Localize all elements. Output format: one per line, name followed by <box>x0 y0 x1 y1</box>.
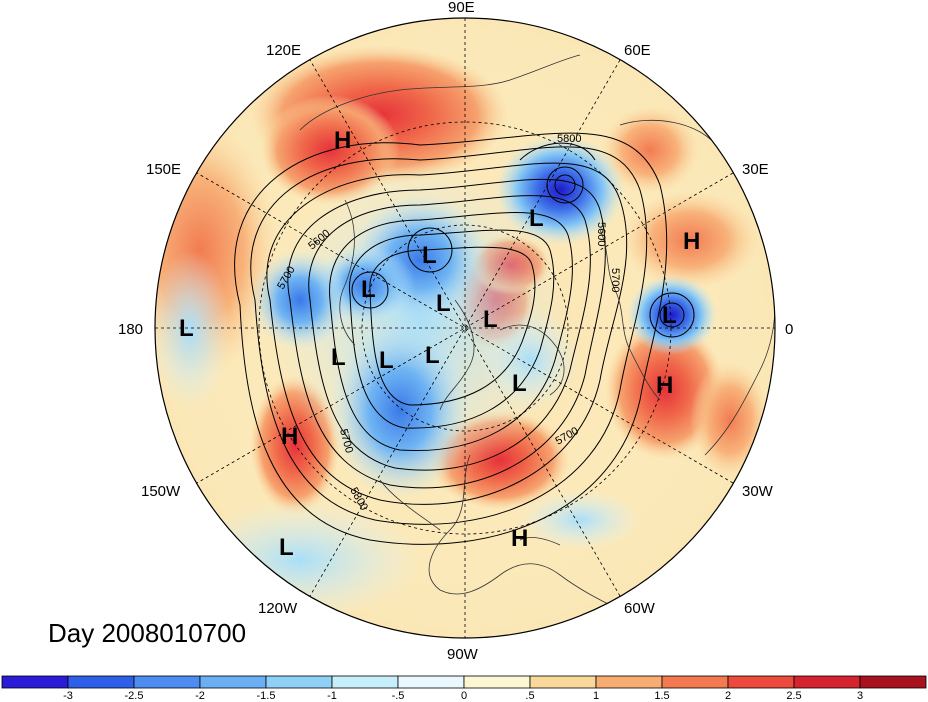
contour-label-5600-b: 5600 <box>595 222 607 246</box>
colorbar-tick-label: 3 <box>857 690 863 702</box>
pressure-center-high-subtropical-atlantic: H <box>656 372 673 399</box>
lon-label-60e: 60E <box>624 42 651 59</box>
lon-label-60w: 60W <box>624 600 656 617</box>
coastlines <box>299 54 775 611</box>
colorbar: -3 -2.5 -2 -1.5 -1 -.5 0 .5 1 1.5 2 2.5 3 <box>1 675 927 702</box>
colorbar-swatch <box>397 675 465 689</box>
pressure-center-low-east-siberia: L <box>436 290 451 317</box>
colorbar-tick-label: 1.5 <box>654 690 669 702</box>
pressure-center-high-caribbean: H <box>511 525 528 552</box>
colorbar-swatch <box>133 675 201 689</box>
colorbar-swatch <box>199 675 267 689</box>
pressure-center-low-scandinavia: L <box>529 205 544 232</box>
pressure-center-high-siberia: H <box>334 127 351 154</box>
pressure-center-low-kara: L <box>361 276 376 303</box>
pressure-center-low-europe: L <box>662 302 677 329</box>
lon-label-150w: 150W <box>141 483 181 500</box>
colorbar-tick-label: -2 <box>195 690 205 702</box>
lon-label-120w: 120W <box>258 600 298 617</box>
colorbar-swatch <box>595 675 663 689</box>
colorbar-tick-label: 1 <box>593 690 599 702</box>
lon-label-120e: 120E <box>266 42 301 59</box>
colorbar-swatch <box>529 675 597 689</box>
colorbar-swatch <box>265 675 333 689</box>
colorbar-tick-label: -2.5 <box>125 690 144 702</box>
colorbar-swatch <box>661 675 729 689</box>
colorbar-tick-label: -1 <box>327 690 337 702</box>
pressure-center-low-barents-east: L <box>422 242 437 269</box>
graticule <box>155 18 775 638</box>
pressure-center-low-dateline: L <box>179 315 194 342</box>
colorbar-swatch <box>859 675 927 689</box>
lon-label-30w: 30W <box>742 483 774 500</box>
colorbar-swatch <box>1 675 69 689</box>
pressure-centers: H L L H L H L L L L L L L L H L H <box>179 127 700 561</box>
colorbar-tick-label: -.5 <box>392 690 405 702</box>
pressure-center-low-subtropical-pacific: L <box>279 534 294 561</box>
colorbar-swatch <box>331 675 399 689</box>
colorbar-tick-label: 2.5 <box>786 690 801 702</box>
pressure-center-low-pacific-north: L <box>512 370 527 397</box>
lon-label-150e: 150E <box>146 161 181 178</box>
colorbar-swatch <box>727 675 795 689</box>
lon-label-90w: 90W <box>447 646 479 663</box>
colorbar-tick-label: -1.5 <box>257 690 276 702</box>
lon-label-90e: 90E <box>448 0 475 16</box>
colorbar-swatch <box>463 675 531 689</box>
pressure-center-low-arctic-2: L <box>331 344 346 371</box>
colorbar-tick-label: 2 <box>725 690 731 702</box>
lon-label-180: 180 <box>118 321 143 338</box>
contour-label-5800-a: 5800 <box>557 133 581 145</box>
colorbar-swatch <box>793 675 861 689</box>
colorbar-tick-label: .5 <box>525 690 534 702</box>
pressure-center-low-canada-1: L <box>379 347 394 374</box>
pressure-center-low-canada-2: L <box>425 342 440 369</box>
lon-label-30e: 30E <box>742 161 769 178</box>
map-title: Day 2008010700 <box>48 618 247 648</box>
contour-label-5700-b: 5700 <box>609 268 621 292</box>
colorbar-swatch <box>67 675 135 689</box>
longitude-labels: 90E 60E 30E 0 30W 60W 90W 120W 150W 180 … <box>118 0 793 663</box>
map-boundary <box>154 17 776 639</box>
colorbar-tick-label: 0 <box>461 690 467 702</box>
colorbar-tick-label: -3 <box>63 690 73 702</box>
pressure-center-low-arctic-1: L <box>483 306 498 333</box>
lon-label-0: 0 <box>785 321 793 338</box>
pressure-center-high-mediterranean: H <box>683 228 700 255</box>
pressure-center-high-northeast-pacific: H <box>281 423 298 450</box>
